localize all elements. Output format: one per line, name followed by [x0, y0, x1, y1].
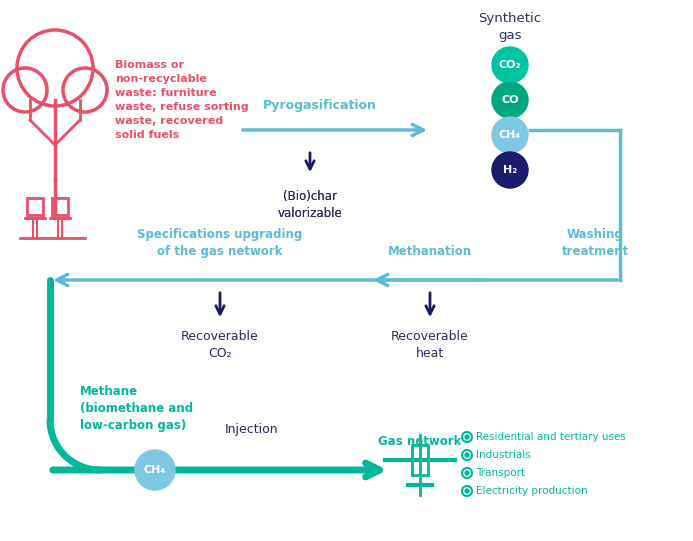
- Text: Recoverable
CO₂: Recoverable CO₂: [181, 330, 259, 360]
- Text: CO₂: CO₂: [499, 60, 521, 70]
- Text: CH₄: CH₄: [144, 465, 166, 475]
- Circle shape: [465, 489, 469, 493]
- Circle shape: [465, 453, 469, 457]
- Circle shape: [465, 471, 469, 475]
- Text: Electricity production: Electricity production: [476, 486, 588, 496]
- Text: Washing
treatment: Washing treatment: [561, 228, 629, 258]
- Text: Methanation: Methanation: [388, 245, 472, 258]
- Text: (Bio)char
valorizable: (Bio)char valorizable: [278, 190, 342, 220]
- Text: (Bio)char
valorizable: (Bio)char valorizable: [278, 190, 342, 220]
- Text: Injection: Injection: [225, 424, 279, 437]
- Circle shape: [135, 450, 175, 490]
- Circle shape: [492, 117, 528, 153]
- Text: Industrials: Industrials: [476, 450, 531, 460]
- Text: Methane
(biomethane and
low-carbon gas): Methane (biomethane and low-carbon gas): [80, 385, 193, 432]
- Text: Gas network: Gas network: [378, 435, 462, 448]
- Text: Recoverable
heat: Recoverable heat: [391, 330, 469, 360]
- Text: Residential and tertiary uses: Residential and tertiary uses: [476, 432, 626, 442]
- Text: H₂: H₂: [503, 165, 517, 175]
- Circle shape: [492, 47, 528, 83]
- Circle shape: [492, 82, 528, 118]
- Text: Transport: Transport: [476, 468, 525, 478]
- Text: Synthetic
gas: Synthetic gas: [478, 12, 541, 42]
- Text: Pyrogasification: Pyrogasification: [263, 99, 377, 112]
- Text: CO: CO: [501, 95, 519, 105]
- Text: Specifications upgrading
of the gas network: Specifications upgrading of the gas netw…: [137, 228, 303, 258]
- Circle shape: [465, 435, 469, 439]
- Text: CH₄: CH₄: [499, 130, 521, 140]
- Circle shape: [492, 152, 528, 188]
- Text: Biomass or
non-recyclable
waste: furniture
waste, refuse sorting
waste, recovere: Biomass or non-recyclable waste: furnitu…: [115, 60, 249, 140]
